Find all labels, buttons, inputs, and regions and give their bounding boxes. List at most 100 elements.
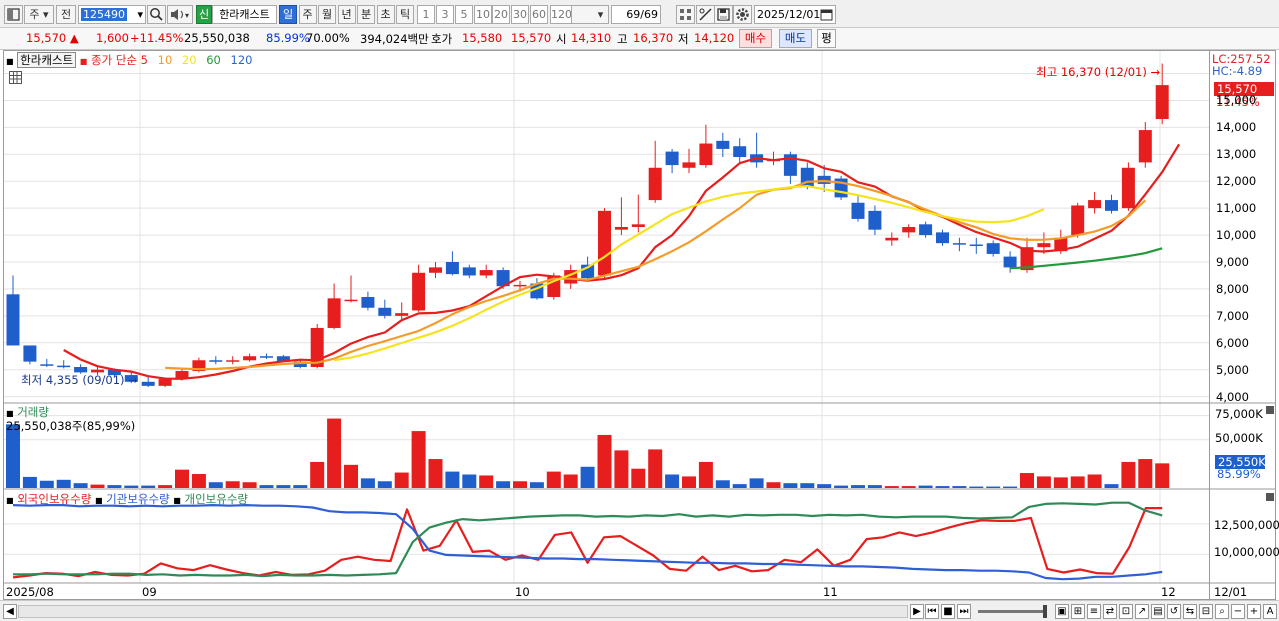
save-icon[interactable]: [714, 5, 733, 24]
sell-button[interactable]: 매도: [779, 29, 812, 48]
scroll-bar: ◀ ▶ ⏮ ■ ⏭ ▣ ⊞ ≡ ⇄ ⊡ ↗ ▤ ↺ ⇆ ⊟ ⌕ − + A: [0, 600, 1279, 621]
search-icon[interactable]: [147, 5, 166, 24]
candle-body: [107, 369, 121, 376]
chevron-down-icon: ▾: [137, 8, 143, 21]
holdings-ytick-10000000: 10,000,000: [1214, 545, 1279, 559]
tool-icon[interactable]: ⇄: [1103, 604, 1117, 619]
tool-icon[interactable]: ↗: [1135, 604, 1149, 619]
scroll-right-icon[interactable]: ▶: [910, 604, 924, 619]
square-icon: ■: [6, 496, 14, 505]
volume-bar: [225, 481, 240, 488]
settings-icon[interactable]: [733, 5, 752, 24]
scroll-track[interactable]: [18, 605, 908, 618]
speaker-icon[interactable]: ▾: [167, 5, 193, 24]
candle-body: [158, 379, 172, 386]
window-icon[interactable]: [4, 5, 23, 24]
tool-icon[interactable]: ⊟: [1199, 604, 1213, 619]
page-counter: 69/69: [611, 5, 661, 24]
interval-button-3[interactable]: 3: [436, 5, 454, 24]
ma-legend-10: 10: [157, 53, 173, 67]
candle-body: [243, 356, 257, 361]
square-icon: ■: [79, 57, 88, 66]
trade-amount: 394,024백만: [360, 32, 429, 46]
volume-bar: [90, 484, 105, 488]
interval-button-120[interactable]: 120: [550, 5, 572, 24]
volume-bar: [107, 485, 122, 488]
quote-bar: 15,570 ▲ 1,600 +11.45% 25,550,038 85.99%…: [0, 28, 1279, 50]
period-button-6[interactable]: 틱: [396, 5, 414, 24]
tool-icon[interactable]: ⊞: [1071, 604, 1085, 619]
period-button-5[interactable]: 초: [376, 5, 395, 24]
period-button-2[interactable]: 월: [318, 5, 336, 24]
table-icon[interactable]: [9, 71, 22, 84]
date-value: 2025/12/01: [757, 8, 821, 21]
eval-button[interactable]: 평: [817, 29, 836, 48]
zoom-out-icon[interactable]: −: [1231, 604, 1245, 619]
draw-icon[interactable]: [696, 5, 715, 24]
tool-icon[interactable]: ⊡: [1119, 604, 1133, 619]
volume-bar: [969, 486, 984, 488]
interval-button-20[interactable]: 20: [492, 5, 510, 24]
prev-button[interactable]: 전: [56, 5, 76, 24]
ma-legend-5: 5: [140, 53, 148, 67]
candle-body: [598, 210, 611, 276]
candle-body: [496, 270, 510, 287]
close-icon[interactable]: [1266, 493, 1274, 501]
candle-body: [716, 140, 730, 149]
tool-icon[interactable]: ▣: [1055, 604, 1069, 619]
candle-body: [1155, 85, 1169, 120]
scroll-left-icon[interactable]: ◀: [3, 604, 17, 619]
zoom-slider-handle[interactable]: [1043, 605, 1047, 618]
interval-button-5[interactable]: 5: [455, 5, 473, 24]
link-icon[interactable]: [676, 5, 695, 24]
ma-line-20: [333, 185, 1045, 362]
foreign-holdings-line: [12, 507, 1163, 579]
first-page-icon[interactable]: ⏮: [925, 604, 939, 619]
calendar-icon[interactable]: [820, 7, 833, 21]
ma-legend-20: 20: [181, 53, 197, 67]
volume-bar: [293, 485, 308, 488]
volume-summary: 25,550,038주(85,99%): [6, 419, 136, 433]
candle-body: [260, 356, 273, 358]
zoom-search-icon[interactable]: ⌕: [1215, 604, 1229, 619]
volume-bar: [766, 482, 781, 488]
period-button-0[interactable]: 일: [279, 5, 297, 24]
mode-select[interactable]: 주 ▾: [24, 5, 54, 24]
ask-price: 15,580: [462, 31, 503, 45]
volume-legend: ■ 거래량: [6, 404, 49, 420]
last-page-icon[interactable]: ⏭: [957, 604, 971, 619]
chevron-down-icon[interactable]: ▾: [593, 5, 609, 24]
zoom-slider[interactable]: [978, 610, 1046, 613]
date-input[interactable]: 2025/12/01: [754, 5, 836, 24]
period-button-1[interactable]: 주: [298, 5, 317, 24]
ma-legend-120: 120: [230, 53, 253, 67]
stock-title[interactable]: 한라캐스트: [17, 52, 77, 68]
volume-bar: [496, 481, 511, 488]
tool-icon[interactable]: ↺: [1167, 604, 1181, 619]
tool-icon[interactable]: ≡: [1087, 604, 1101, 619]
stop-icon[interactable]: ■: [941, 604, 955, 619]
buy-button[interactable]: 매수: [739, 29, 772, 48]
interval-button-1[interactable]: 1: [417, 5, 435, 24]
candle-body: [969, 244, 983, 246]
interval-button-60[interactable]: 60: [530, 5, 548, 24]
up-arrow-icon: ▲: [69, 31, 79, 45]
close-icon[interactable]: [1266, 406, 1274, 414]
interval-button-30[interactable]: 30: [511, 5, 529, 24]
font-size-icon[interactable]: A: [1263, 604, 1277, 619]
candle-body: [902, 227, 916, 233]
candle-body: [74, 367, 88, 373]
tool-icon[interactable]: ▤: [1151, 604, 1165, 619]
interval-button-10[interactable]: 10: [474, 5, 492, 24]
chart-area[interactable]: [0, 50, 1279, 600]
zoom-in-icon[interactable]: +: [1247, 604, 1261, 619]
volume-bar: [1003, 486, 1018, 488]
price-ytick: 5,000: [1216, 362, 1249, 377]
stock-code-input[interactable]: 125490 ▾: [78, 5, 146, 24]
period-button-4[interactable]: 분: [357, 5, 375, 24]
candle-body: [665, 151, 679, 166]
square-icon: ■: [173, 496, 181, 505]
tool-icon[interactable]: ⇆: [1183, 604, 1197, 619]
period-button-3[interactable]: 년: [337, 5, 356, 24]
price-change-pct: +11.45%: [130, 31, 184, 45]
